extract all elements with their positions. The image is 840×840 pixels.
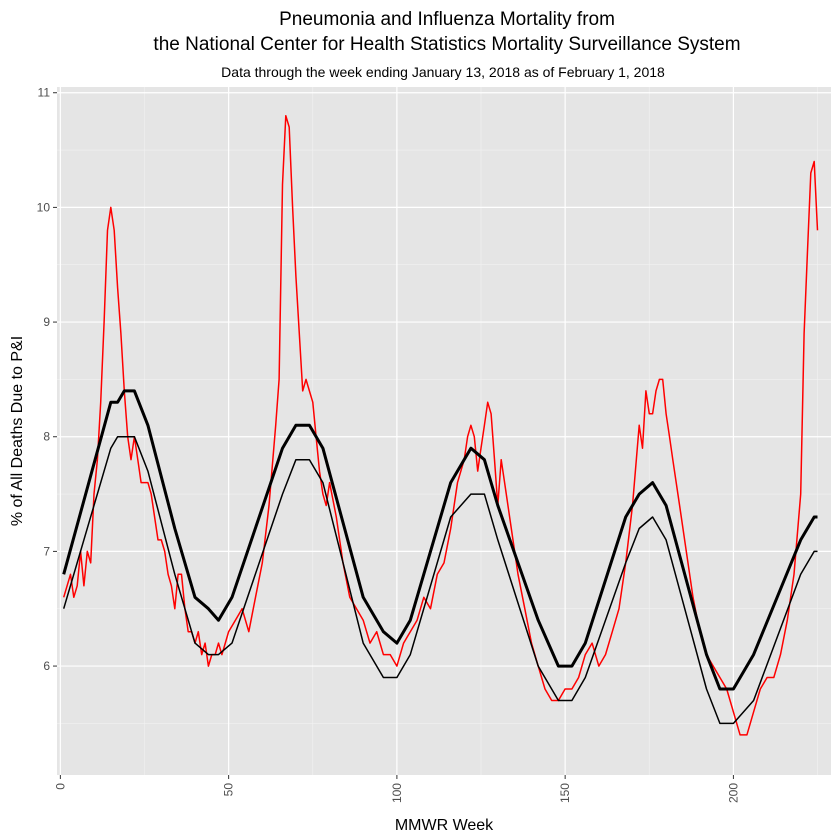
x-axis: 0 50 100 150 200 — [53, 775, 740, 803]
x-tick-label: 0 — [53, 783, 67, 790]
x-tick-label: 200 — [726, 783, 740, 803]
y-axis: 6 7 8 9 10 11 — [37, 86, 57, 673]
chart-subtitle: Data through the week ending January 13,… — [221, 64, 665, 80]
x-tick-label: 50 — [222, 783, 236, 797]
y-tick-label: 7 — [43, 544, 50, 558]
epidemic-threshold-line — [62, 389, 818, 691]
chart-title-line-2: the National Center for Health Statistic… — [153, 34, 740, 55]
plot-panel — [57, 87, 831, 775]
y-tick-label: 11 — [38, 86, 51, 100]
y-tick-label: 10 — [37, 200, 51, 214]
series-lines — [62, 114, 819, 736]
minor-gridlines — [57, 87, 831, 775]
major-gridlines — [57, 87, 831, 775]
x-axis-title: MMWR Week — [395, 817, 494, 834]
x-tick-label: 150 — [558, 783, 572, 803]
chart-title-line-1: Pneumonia and Influenza Mortality from — [279, 9, 615, 30]
observed-series-line — [62, 114, 819, 736]
y-tick-label: 6 — [43, 659, 50, 673]
y-axis-title: % of All Deaths Due to P&I — [9, 336, 26, 526]
y-tick-label: 8 — [43, 430, 50, 444]
seasonal-baseline-line — [62, 435, 818, 725]
x-tick-label: 100 — [390, 783, 404, 803]
y-tick-label: 9 — [43, 315, 50, 329]
